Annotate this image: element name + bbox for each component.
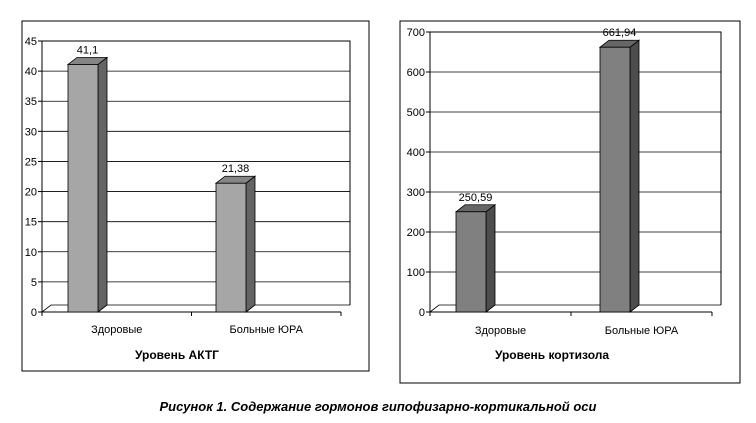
y-tick-label: 15 bbox=[25, 217, 37, 229]
bar bbox=[599, 46, 631, 313]
bar-value-label: 661,94 bbox=[603, 27, 637, 39]
bar-value-label: 21,38 bbox=[222, 163, 250, 175]
bar-side bbox=[97, 56, 108, 313]
bar bbox=[455, 211, 487, 313]
chart-title: Уровень кортизола bbox=[495, 348, 609, 362]
chart-frame bbox=[399, 20, 741, 384]
chart-title: Уровень АКТГ bbox=[135, 348, 219, 362]
y-tick-label: 30 bbox=[25, 126, 37, 138]
y-tick-label: 0 bbox=[31, 307, 37, 319]
plot-back-wall bbox=[430, 31, 722, 305]
y-tick-label: 100 bbox=[407, 267, 425, 279]
y-tick-label: 200 bbox=[407, 227, 425, 239]
bar-value-label: 41,1 bbox=[77, 44, 98, 56]
figure-caption: Рисунок 1. Содержание гормонов гипофизар… bbox=[159, 399, 597, 414]
y-tick-label: 20 bbox=[25, 187, 37, 199]
y-tick-label: 5 bbox=[31, 277, 37, 289]
chart-frame bbox=[21, 20, 370, 372]
bar bbox=[67, 64, 99, 313]
bar-side bbox=[245, 175, 256, 313]
x-category-label: Здоровые bbox=[475, 325, 526, 337]
y-tick-label: 500 bbox=[407, 107, 425, 119]
y-tick-label: 25 bbox=[25, 156, 37, 168]
y-tick-label: 400 bbox=[407, 147, 425, 159]
actg-chart: 0 5 10 15 20 25 30 35 40 45 41,1 Здоровые 21,38 Больн… bbox=[21, 20, 370, 372]
bar-value-label: 250,59 bbox=[459, 192, 493, 204]
y-tick-label: 300 bbox=[407, 187, 425, 199]
y-tick-label: 40 bbox=[25, 66, 37, 78]
x-category-label: Больные ЮРА bbox=[605, 325, 679, 337]
y-tick-label: 700 bbox=[407, 27, 425, 39]
y-tick-label: 45 bbox=[25, 36, 37, 48]
cortisol-chart: 0 100 200 300 400 500 600 700 250,59 Здоровые 661,… bbox=[399, 20, 741, 384]
y-tick-label: 10 bbox=[25, 247, 37, 259]
bar-side bbox=[485, 203, 496, 313]
x-category-label: Здоровые bbox=[91, 324, 142, 336]
y-tick-label: 35 bbox=[25, 96, 37, 108]
x-category-label: Больные ЮРА bbox=[230, 324, 304, 336]
y-tick-label: 600 bbox=[407, 67, 425, 79]
y-tick-label: 0 bbox=[419, 307, 425, 319]
bar bbox=[215, 182, 247, 313]
plot-back-wall bbox=[42, 40, 351, 305]
bar-side bbox=[629, 39, 640, 313]
